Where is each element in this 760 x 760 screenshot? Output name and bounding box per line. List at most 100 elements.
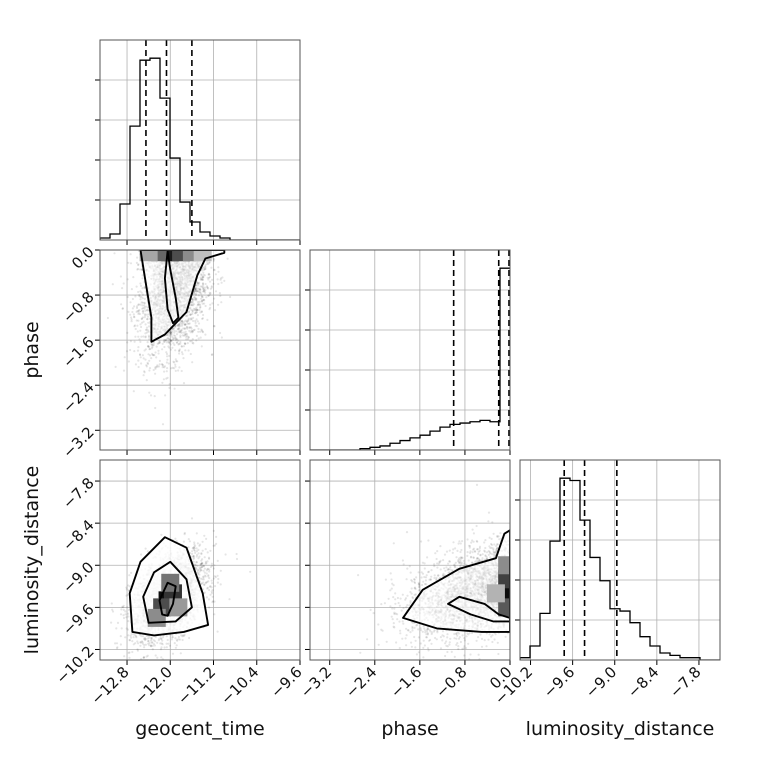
sample-point [198, 573, 201, 576]
sample-point [160, 656, 163, 659]
sample-point [162, 364, 165, 367]
sample-point [204, 581, 207, 585]
sample-point [130, 632, 133, 636]
sample-point [202, 268, 206, 271]
sample-point [128, 639, 131, 642]
sample-point [191, 298, 194, 301]
sample-point [181, 638, 184, 642]
sample-point [208, 570, 211, 573]
sample-point [174, 369, 177, 372]
sample-point [189, 306, 192, 309]
sample-point [147, 335, 151, 339]
sample-point [171, 330, 174, 333]
sample-point [205, 572, 208, 575]
sample-point [140, 362, 143, 365]
sample-point [210, 353, 213, 356]
sample-point [177, 339, 180, 342]
sample-point [158, 339, 161, 342]
sample-point [143, 304, 146, 307]
sample-point [132, 276, 135, 279]
sample-point [141, 304, 144, 307]
sample-point [132, 643, 135, 646]
sample-point [204, 265, 207, 268]
sample-point [202, 575, 205, 578]
sample-point [177, 638, 180, 641]
sample-point [197, 571, 200, 575]
sample-point [147, 353, 150, 356]
sample-point [146, 361, 149, 364]
sample-point [216, 559, 219, 563]
sample-point [197, 322, 201, 325]
sample-point [193, 549, 196, 552]
sample-point [212, 529, 215, 533]
sample-point [176, 360, 179, 363]
sample-point [142, 374, 145, 377]
sample-point [191, 304, 194, 307]
sample-point [140, 296, 143, 299]
sample-point [210, 586, 213, 589]
sample-point [187, 546, 190, 549]
sample-point [190, 329, 193, 332]
sample-point [149, 354, 152, 357]
sample-point [202, 298, 205, 301]
sample-point [167, 340, 170, 343]
sample-point [170, 332, 173, 335]
sample-point [198, 567, 202, 571]
sample-point [170, 332, 173, 335]
sample-point [201, 299, 204, 302]
sample-point [188, 329, 191, 332]
sample-point [201, 330, 204, 333]
sample-point [219, 294, 222, 297]
contour-fill-1 [140, 250, 225, 342]
sample-point [192, 558, 195, 561]
sample-point [210, 286, 213, 289]
sample-point [136, 349, 140, 352]
sample-point [194, 312, 197, 315]
sample-point [126, 628, 129, 631]
sample-point [209, 593, 212, 596]
sample-point [199, 278, 202, 281]
sample-point [206, 276, 209, 279]
sample-point [145, 365, 148, 368]
sample-point [197, 576, 200, 579]
sample-point [198, 543, 202, 546]
sample-point [187, 318, 190, 321]
sample-point [143, 349, 146, 352]
sample-point [173, 367, 176, 370]
sample-point [125, 627, 128, 630]
sample-point [137, 311, 140, 314]
sample-point [139, 329, 142, 332]
sample-point [201, 317, 204, 320]
sample-point [140, 268, 143, 271]
sample-point [199, 566, 203, 569]
sample-point [120, 627, 123, 630]
sample-point [165, 377, 168, 380]
sample-point [161, 381, 164, 384]
sample-point [196, 284, 199, 287]
sample-point [203, 299, 206, 302]
sample-point [165, 635, 168, 638]
y-tick-label-2: −1.6 [59, 333, 97, 371]
sample-point [138, 293, 141, 296]
sample-point [122, 282, 125, 285]
sample-point [204, 304, 207, 308]
sample-point [143, 307, 146, 310]
sample-point [201, 565, 204, 569]
sample-point [146, 550, 149, 553]
sample-point [202, 576, 205, 579]
sample-point [212, 257, 215, 260]
sample-point [196, 282, 199, 285]
sample-point [211, 600, 215, 603]
sample-point [183, 633, 186, 637]
sample-point [191, 301, 194, 304]
panel-0-0 [95, 39, 301, 245]
sample-point [170, 367, 173, 370]
sample-point [194, 321, 197, 324]
sample-point [127, 634, 130, 637]
sample-point [185, 338, 188, 341]
sample-point [165, 352, 169, 356]
sample-point [148, 347, 152, 351]
sample-point [180, 345, 183, 348]
sample-point [143, 302, 146, 305]
sample-point [199, 290, 202, 294]
